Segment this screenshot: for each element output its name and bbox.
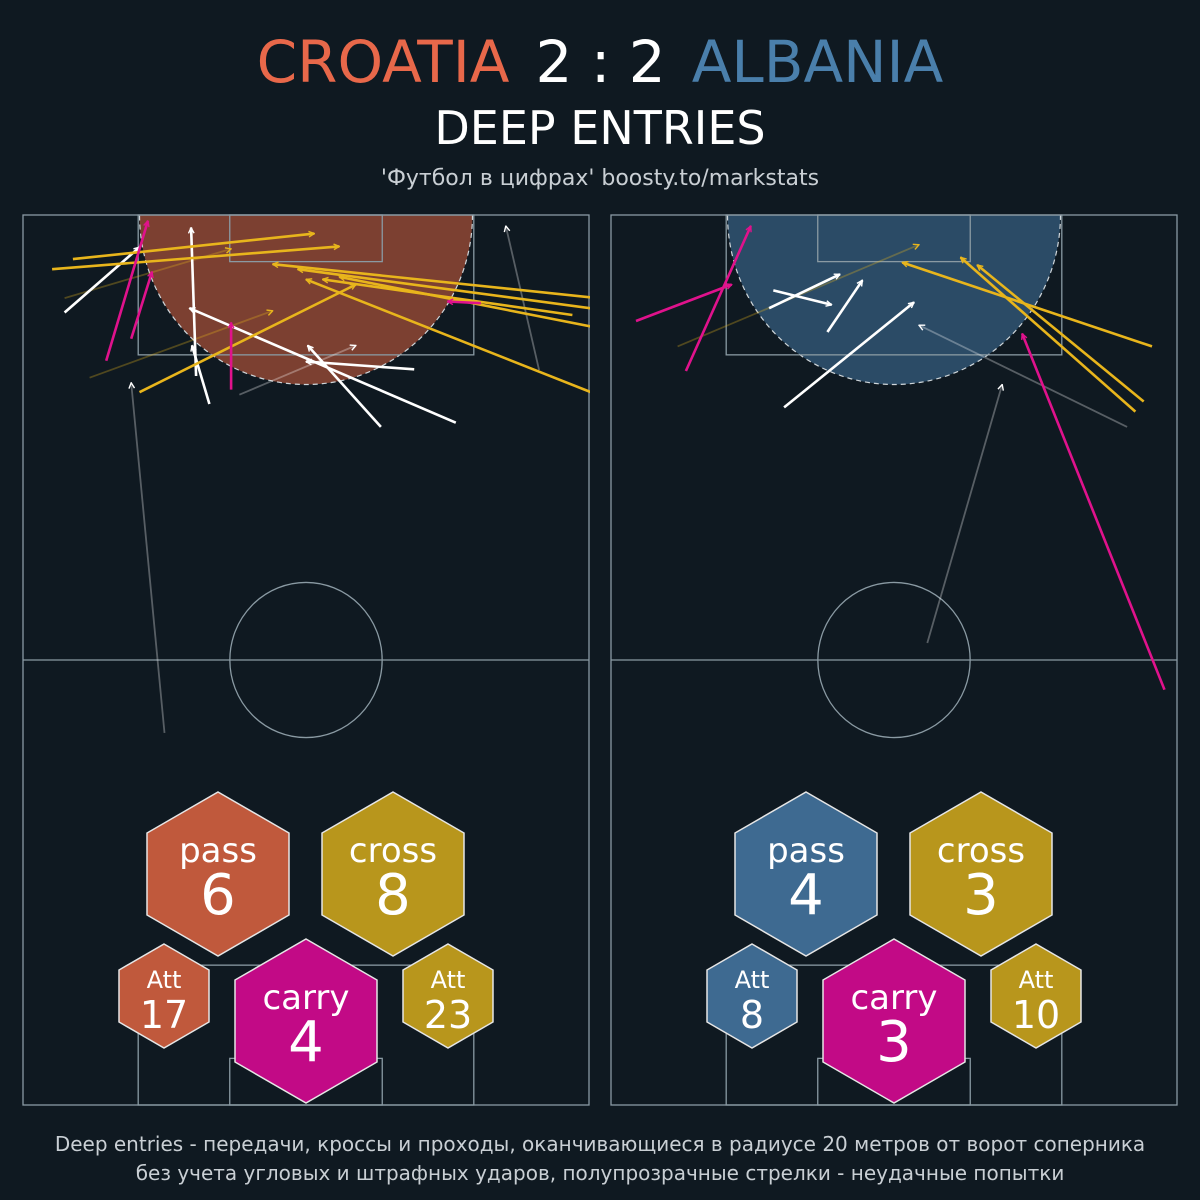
deep-entry-zone (138, 215, 474, 386)
pass-count-badge-label: pass (179, 831, 257, 871)
cross-arrow (72, 234, 314, 261)
pass-count-badge-value: 6 (200, 863, 236, 928)
cross-attempts-badge-label: Att (1019, 966, 1054, 994)
pass-attempts-badge-hexagon (118, 943, 210, 1049)
pass-attempts-badge-value: 17 (140, 993, 188, 1037)
home-team-name: CROATIA (256, 28, 510, 96)
pass-arrow (783, 301, 914, 409)
source-credit: 'Футбол в цифрах' boosty.to/markstats (380, 166, 820, 191)
failed-pass-arrow (131, 383, 166, 733)
carry-arrow (635, 285, 732, 323)
carry-count-badge-label: carry (262, 978, 349, 1018)
carry-count-badge-hexagon (822, 938, 966, 1104)
carry-arrow (448, 302, 481, 304)
top-six-yard-box (229, 214, 383, 263)
chart-subtitle: DEEP ENTRIES (434, 101, 766, 155)
pass-arrow (192, 346, 211, 405)
cross-arrow (977, 263, 1145, 403)
cross-attempts-badge-label: Att (431, 966, 466, 994)
pass-count-badge-label: pass (767, 831, 845, 871)
pass-attempts-badge-label: Att (735, 966, 770, 994)
top-six-yard-box (817, 214, 971, 263)
pass-arrow (826, 280, 864, 333)
carry-arrow (129, 272, 152, 340)
carry-count-badge-value: 3 (876, 1010, 912, 1075)
pass-attempts-badge-hexagon (706, 943, 798, 1049)
pass-arrow (772, 289, 831, 304)
cross-arrow (306, 279, 590, 394)
failed-cross-arrow (89, 311, 273, 379)
cross-arrow (273, 264, 590, 299)
carry-arrow (104, 221, 148, 362)
cross-count-badge-label: cross (349, 831, 437, 871)
carry-count-badge-value: 4 (288, 1010, 324, 1075)
failed-pass-arrow (239, 346, 356, 396)
footnote-line-1: Deep entries - передачи, кроссы и проход… (54, 1132, 1146, 1156)
pass-arrow (308, 346, 382, 428)
center-circle (229, 581, 383, 739)
center-circle (817, 581, 971, 739)
cross-count-badge-value: 3 (963, 863, 999, 928)
deep-entry-zone (726, 215, 1062, 386)
cross-arrow (961, 257, 1137, 413)
pass-attempts-badge-value: 8 (740, 993, 764, 1037)
carry-arrow (1022, 334, 1166, 691)
cross-count-badge-hexagon (321, 791, 465, 957)
cross-arrow (138, 283, 356, 394)
cross-attempts-badge-hexagon (402, 943, 494, 1049)
pass-arrow (63, 247, 140, 314)
match-score: 2 : 2 (535, 28, 666, 96)
carry-count-badge-hexagon (234, 938, 378, 1104)
cross-count-badge-hexagon (909, 791, 1053, 957)
pass-attempts-badge-label: Att (147, 966, 182, 994)
cross-count-badge-label: cross (937, 831, 1025, 871)
carry-arrow (684, 226, 752, 372)
match-title: CROATIA 2 : 2 ALBANIA (0, 26, 1200, 98)
cross-attempts-badge-value: 10 (1012, 993, 1060, 1037)
cross-arrow (298, 269, 590, 310)
away-team-name: ALBANIA (691, 28, 944, 96)
pass-arrow (768, 273, 840, 310)
cross-count-badge-value: 8 (375, 863, 411, 928)
carry-count-badge-label: carry (850, 978, 937, 1018)
failed-pass-arrow (919, 324, 1128, 428)
footnote: Deep entries - передачи, кроссы и проход… (0, 1130, 1200, 1188)
cross-attempts-badge-hexagon (990, 943, 1082, 1049)
pass-count-badge-hexagon (734, 791, 878, 957)
cross-arrow (51, 246, 339, 271)
footnote-line-2: без учета угловых и штрафных ударов, пол… (135, 1161, 1065, 1185)
failed-pass-arrow (926, 385, 1002, 644)
pass-count-badge-value: 4 (788, 863, 824, 928)
cross-attempts-badge-value: 23 (424, 993, 472, 1037)
pass-count-badge-hexagon (146, 791, 290, 957)
